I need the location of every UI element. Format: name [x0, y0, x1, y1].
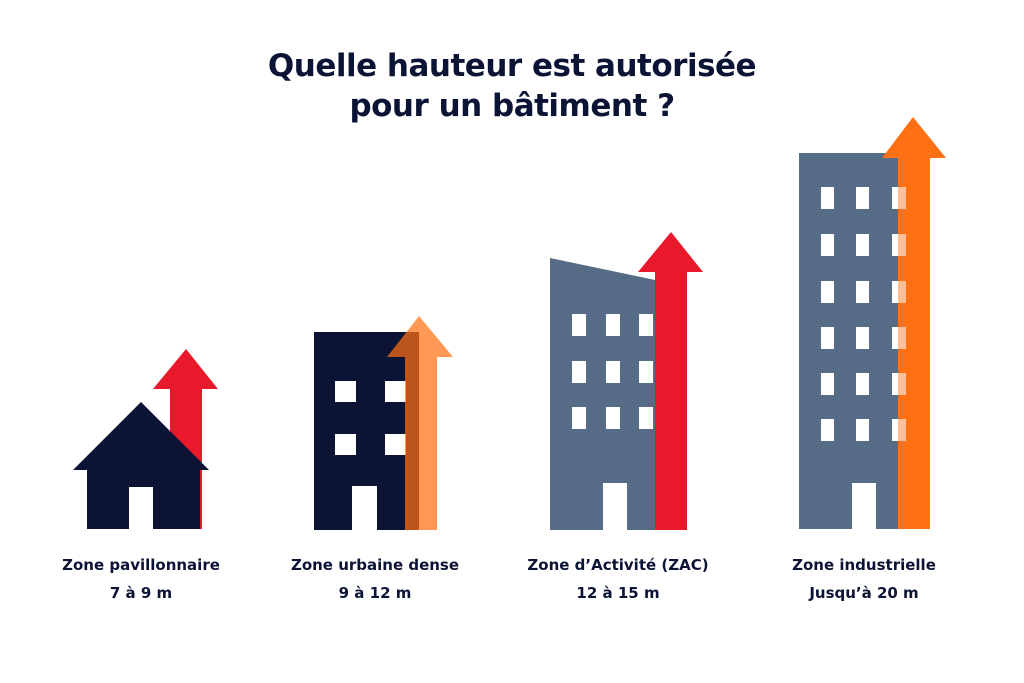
apartment-building-icon — [314, 332, 419, 530]
zone-urbaine-dense-graphic — [314, 316, 453, 530]
zone-label: Zone urbaine dense 9 à 12 m — [255, 555, 495, 603]
zone-industrielle-graphic — [799, 117, 946, 529]
zone-height-range: 7 à 9 m — [109, 584, 173, 602]
zone-label: Zone d’Activité (ZAC) 12 à 15 m — [498, 555, 738, 603]
door-icon — [852, 483, 876, 529]
zone-activite-graphic — [550, 232, 703, 530]
title-line-2: pour un bâtiment ? — [349, 88, 675, 124]
height-arrow-icon — [387, 316, 453, 530]
zone-height-range: Jusqu’à 20 m — [809, 584, 919, 602]
title-line-1: Quelle hauteur est autorisée — [267, 48, 757, 84]
house-icon — [73, 402, 209, 529]
door-icon — [129, 487, 153, 529]
zone-label: Zone pavillonnaire 7 à 9 m — [21, 555, 261, 603]
zone-pavillonnaire-graphic — [73, 349, 218, 529]
zone-name: Zone pavillonnaire — [62, 556, 220, 574]
zone-name: Zone industrielle — [792, 556, 936, 574]
page-title: Quelle hauteur est autorisée pour un bât… — [0, 46, 1024, 126]
zone-height-range: 9 à 12 m — [338, 584, 412, 602]
zone-height-range: 12 à 15 m — [576, 584, 660, 602]
door-icon — [352, 486, 377, 530]
zone-name: Zone urbaine dense — [290, 556, 460, 574]
height-arrow-icon — [638, 232, 703, 530]
zone-name: Zone d’Activité (ZAC) — [527, 556, 709, 574]
office-building-icon — [550, 258, 655, 530]
door-icon — [603, 483, 627, 530]
tower-building-icon — [799, 153, 906, 529]
height-arrow-icon — [153, 349, 218, 529]
zone-label: Zone industrielle Jusqu’à 20 m — [744, 555, 984, 603]
